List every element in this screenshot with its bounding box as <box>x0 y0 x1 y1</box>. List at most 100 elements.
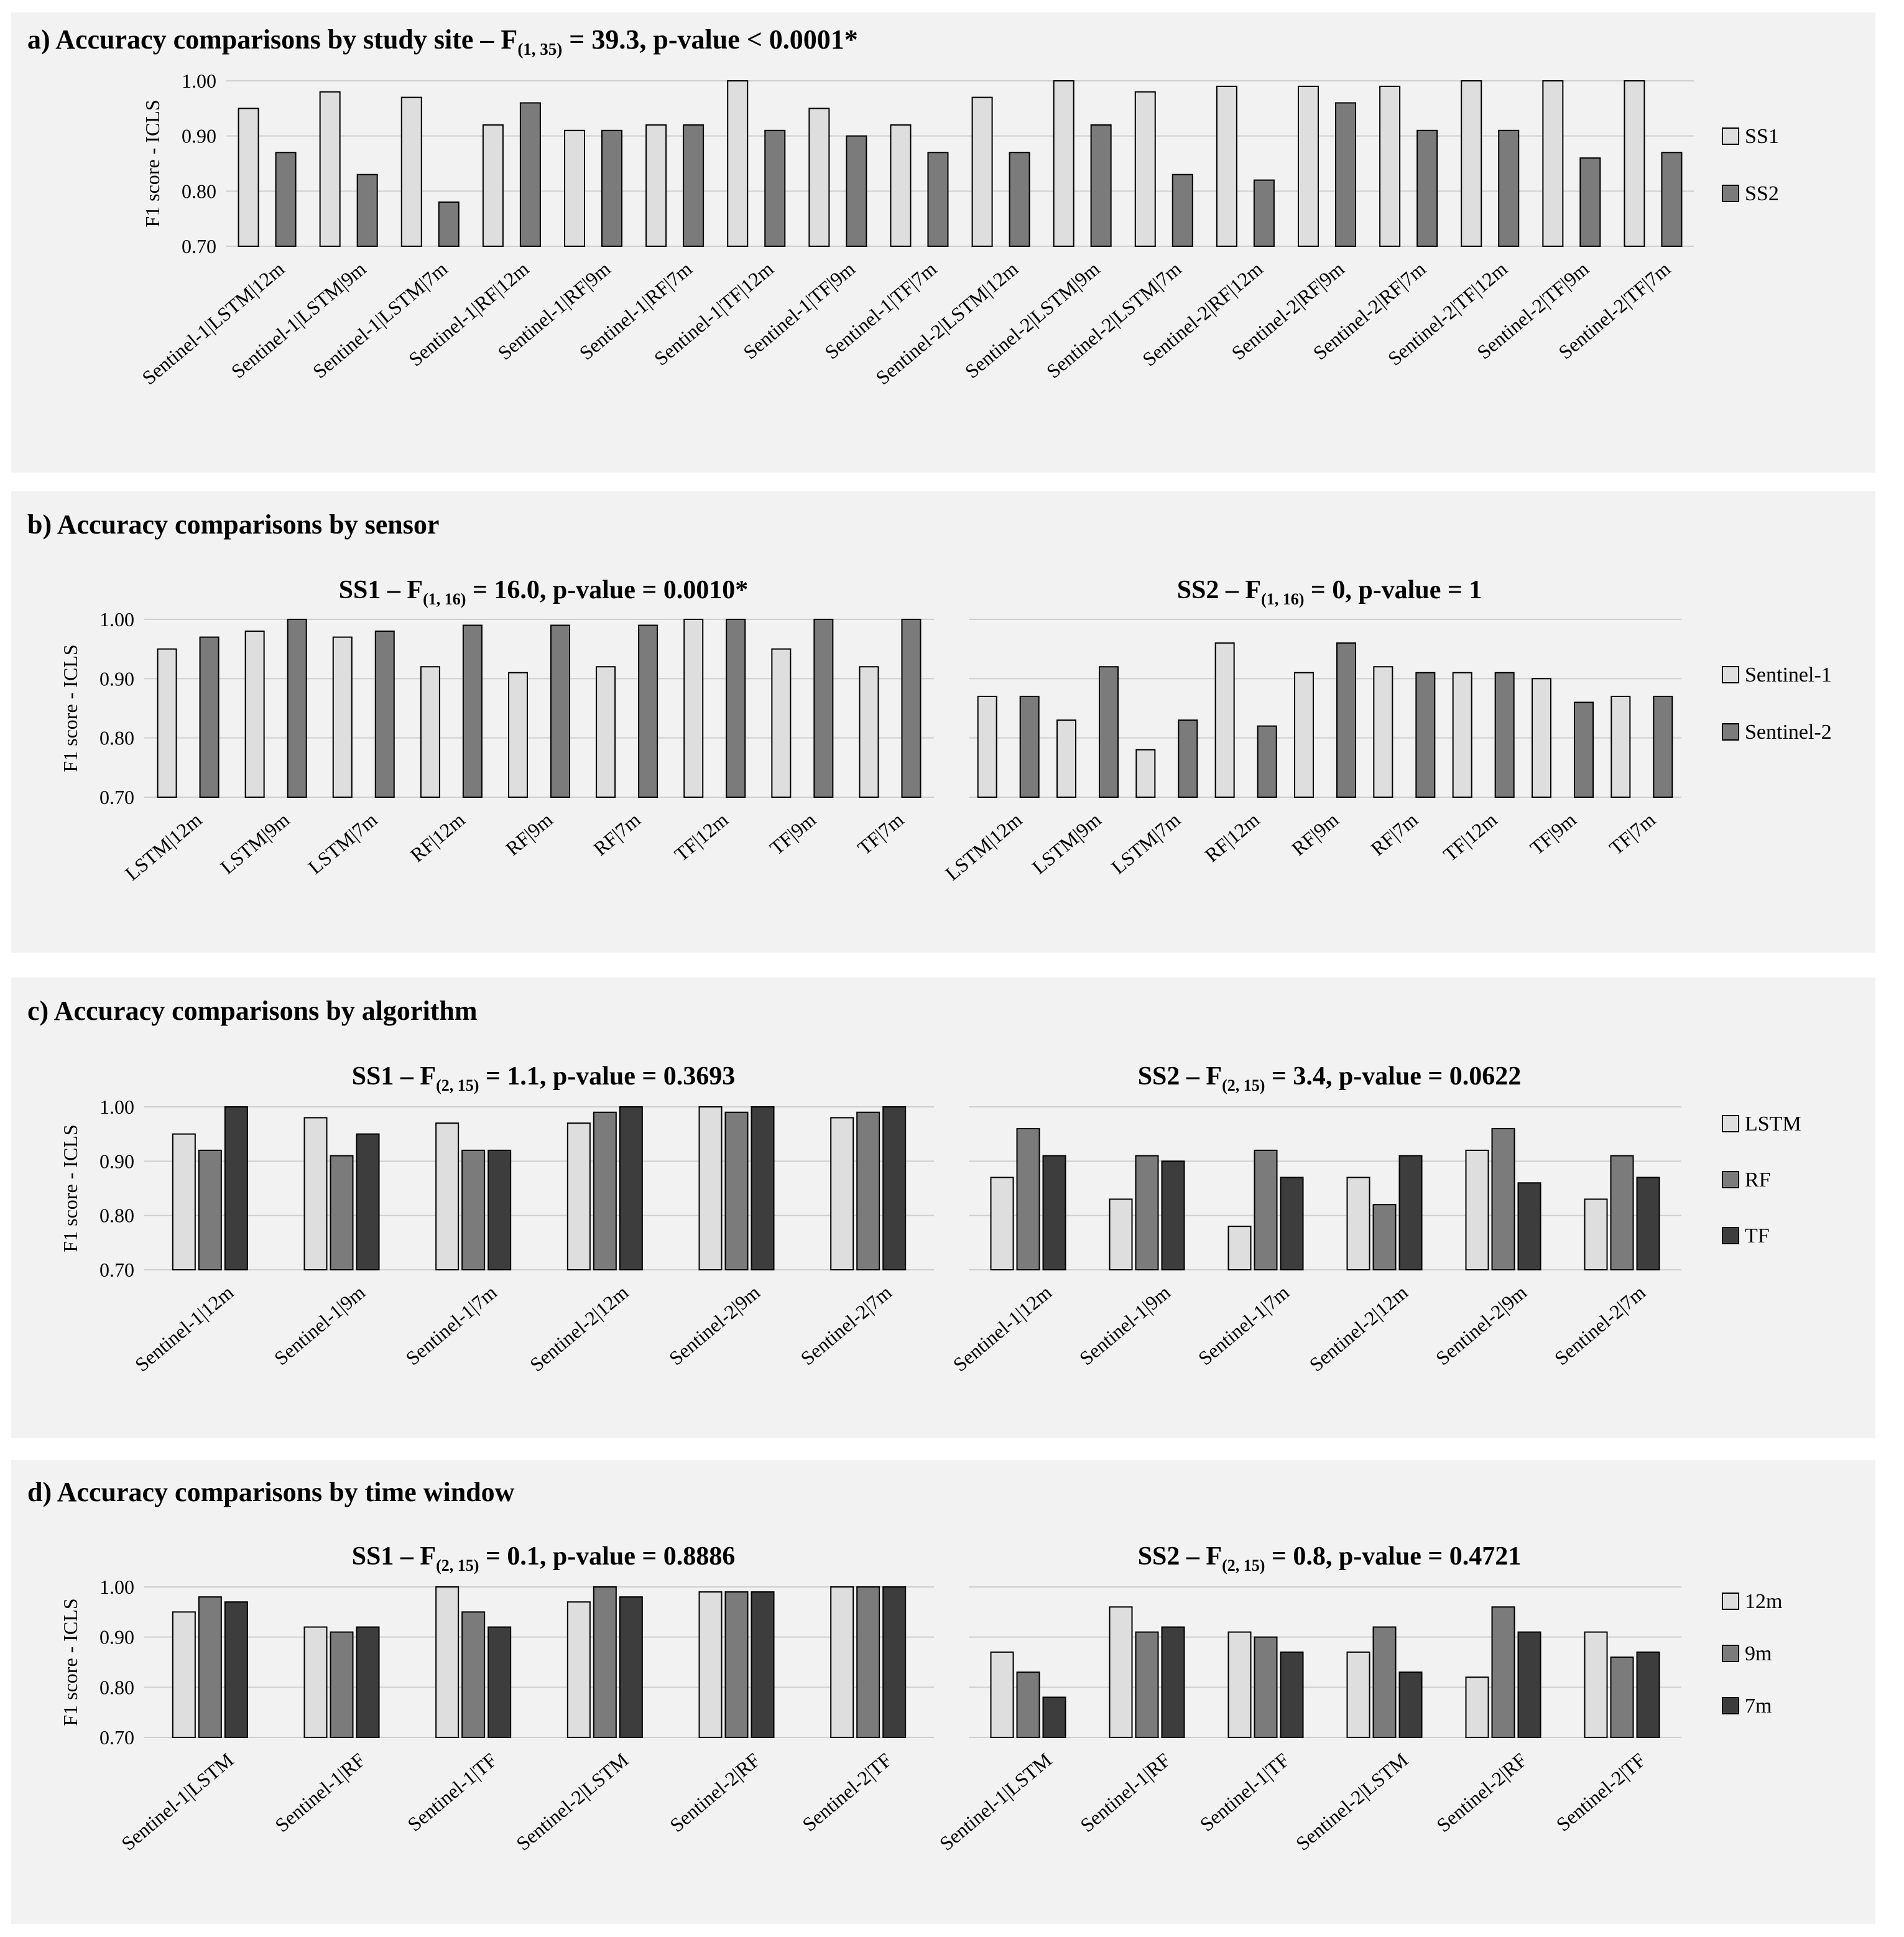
bar-ss1 <box>808 108 830 247</box>
y-tick-label: 0.90 <box>99 1626 134 1648</box>
bar-ss1 <box>890 124 912 247</box>
panel-a-title-suffix: = 39.3, p-value < 0.0001* <box>562 24 858 55</box>
bar-ss1 <box>1624 80 1645 247</box>
y-tick-label: 1.00 <box>99 1576 134 1598</box>
y-tick-label: 0.90 <box>99 667 134 690</box>
subplot-title: SS2 – F(1, 16) = 0, p-value = 1 <box>1177 576 1482 608</box>
y-tick-label: 1.00 <box>99 608 134 631</box>
bar-9m <box>461 1611 486 1738</box>
panel-a-title-prefix: a) Accuracy comparisons by study site – … <box>27 24 517 55</box>
bar-ss2 <box>1253 179 1275 247</box>
bar-sentinel-1 <box>977 695 997 798</box>
bar-rf <box>1254 1149 1278 1271</box>
bar-12m <box>830 1586 854 1738</box>
subplot-title-prefix: SS2 – F <box>1177 576 1261 604</box>
bar-tf <box>751 1106 775 1270</box>
bar-ss2 <box>1498 129 1520 247</box>
bar-ss2 <box>1661 152 1683 247</box>
bar-sentinel-2 <box>1494 672 1515 798</box>
bar-tf <box>1398 1155 1423 1270</box>
y-tick-label: 0.80 <box>182 180 216 202</box>
subplot-title-subscript: (2, 15) <box>436 1076 479 1094</box>
bar-7m <box>1636 1651 1660 1739</box>
bar-ss1 <box>645 124 667 247</box>
bar-sentinel-2 <box>287 619 307 798</box>
subplot-title-suffix: = 0.8, p-value = 0.4721 <box>1265 1542 1521 1571</box>
bar-tf <box>224 1106 248 1270</box>
bar-sentinel-2 <box>726 619 746 798</box>
bar-tf <box>882 1106 907 1270</box>
bar-ss2 <box>438 201 460 247</box>
bar-ss2 <box>1579 157 1601 247</box>
bar-ss1 <box>1461 80 1482 247</box>
bar-lstm <box>698 1106 723 1270</box>
bar-rf <box>856 1111 880 1270</box>
bar-ss2 <box>1335 102 1356 247</box>
y-axis-label: F1 score - ICLS <box>59 1124 81 1252</box>
bar-sentinel-1 <box>244 631 265 798</box>
subplot-title-suffix: = 0.1, p-value = 0.8886 <box>479 1542 735 1571</box>
bar-tf <box>1161 1160 1185 1271</box>
bar-12m <box>1465 1676 1489 1738</box>
bar-rf <box>593 1111 617 1270</box>
bar-12m <box>1227 1631 1252 1739</box>
bar-rf <box>461 1149 486 1271</box>
bar-ss1 <box>400 96 422 247</box>
bar-sentinel-1 <box>508 672 528 798</box>
y-axis-label: F1 score - ICLS <box>59 644 81 772</box>
bar-9m <box>724 1591 749 1738</box>
legend-swatch <box>1722 1227 1739 1244</box>
bar-9m <box>593 1586 617 1738</box>
bar-ss1 <box>971 96 993 247</box>
bar-ss1 <box>1298 85 1319 247</box>
subplot-title-subscript: (2, 15) <box>436 1556 479 1574</box>
bar-sentinel-1 <box>683 619 704 798</box>
bar-sentinel-1 <box>596 666 616 798</box>
bar-sentinel-2 <box>813 619 834 798</box>
y-tick-label: 0.70 <box>99 1259 134 1281</box>
y-tick-label: 0.90 <box>99 1150 134 1172</box>
bar-7m <box>1517 1631 1541 1739</box>
bar-rf <box>1372 1204 1397 1270</box>
bar-sentinel-2 <box>1257 725 1277 798</box>
y-tick-label: 1.00 <box>182 70 216 92</box>
bar-lstm <box>566 1122 591 1270</box>
bar-ss1 <box>1216 85 1237 247</box>
y-tick-label: 1.00 <box>99 1096 134 1118</box>
bar-sentinel-1 <box>157 648 177 798</box>
y-tick-label: 0.80 <box>99 1204 134 1227</box>
y-tick-label: 0.80 <box>99 727 134 749</box>
subplot-title: SS1 – F(1, 16) = 16.0, p-value = 0.0010* <box>339 576 749 608</box>
bar-ss1 <box>1542 80 1564 247</box>
legend-swatch <box>1722 127 1739 145</box>
bar-rf <box>724 1111 749 1270</box>
bar-ss2 <box>1009 152 1030 247</box>
subplot-title: SS2 – F(2, 15) = 3.4, p-value = 0.0622 <box>1138 1062 1522 1094</box>
bar-ss2 <box>927 152 949 247</box>
legend-label: RF <box>1745 1168 1771 1191</box>
bar-ss2 <box>275 152 297 247</box>
bar-lstm <box>1346 1177 1370 1270</box>
bar-rf <box>1016 1127 1040 1271</box>
bar-ss2 <box>356 173 378 247</box>
bar-sentinel-1 <box>1135 749 1156 798</box>
y-axis-label: F1 score - ICLS <box>59 1598 81 1726</box>
bar-ss1 <box>319 91 341 247</box>
bar-12m <box>566 1601 591 1738</box>
bar-sentinel-1 <box>1294 672 1314 798</box>
bar-ss1 <box>1053 80 1074 247</box>
legend-label: 7m <box>1745 1694 1772 1717</box>
y-tick-label: 0.90 <box>182 125 216 147</box>
bar-sentinel-2 <box>374 631 395 798</box>
panel-title: d) Accuracy comparisons by time window <box>27 1477 515 1507</box>
bar-sentinel-1 <box>859 666 879 798</box>
bar-sentinel-2 <box>638 624 659 798</box>
bar-12m <box>303 1626 328 1739</box>
bar-rf <box>198 1149 222 1271</box>
legend-label: LSTM <box>1745 1112 1801 1135</box>
subplot-title-subscript: (1, 16) <box>423 590 466 608</box>
bar-9m <box>1016 1671 1040 1738</box>
bar-12m <box>1346 1651 1370 1739</box>
legend-label: TF <box>1745 1224 1770 1247</box>
